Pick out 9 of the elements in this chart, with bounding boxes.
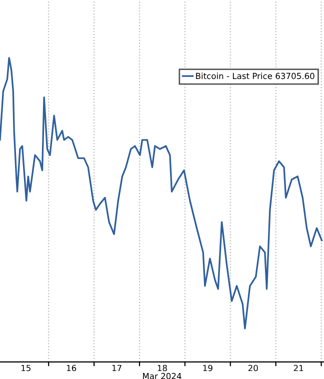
x-tick-label: 17 xyxy=(112,364,122,372)
x-tick-label: 18 xyxy=(158,364,167,372)
x-axis-title: Mar 2024 xyxy=(143,372,182,379)
x-tick-label: 20 xyxy=(248,364,258,372)
x-tick-label: 15 xyxy=(22,364,30,372)
x-tick-label: 19 xyxy=(203,364,212,372)
x-tick-label: 21 xyxy=(294,364,304,372)
legend-label: Bitcoin - Last Price 63705.60 xyxy=(196,72,314,80)
x-tick-label: 16 xyxy=(66,364,76,372)
